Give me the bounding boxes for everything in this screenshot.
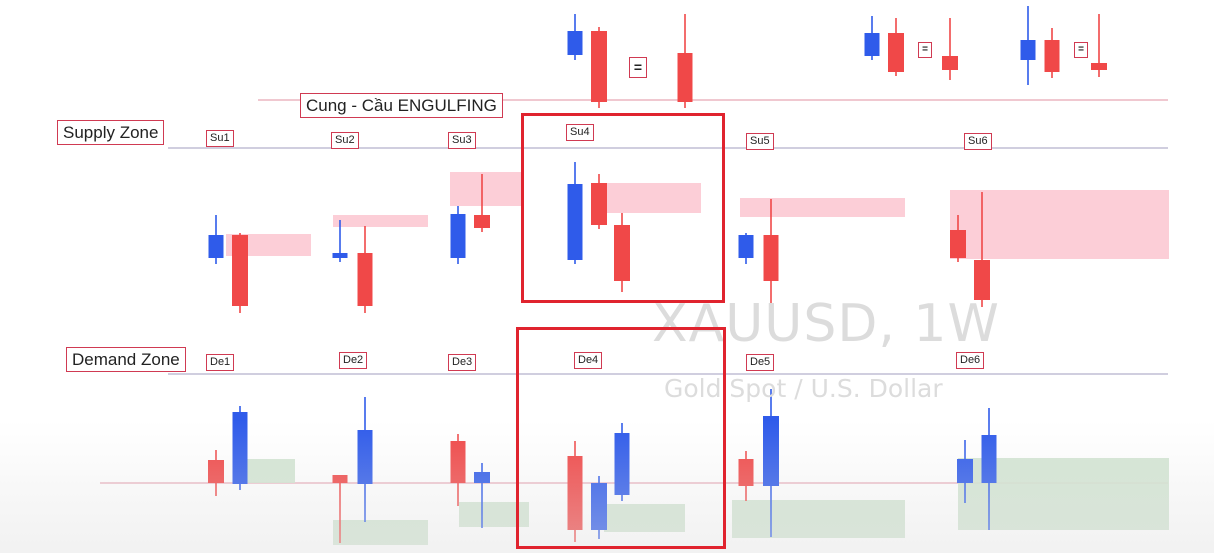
supply-zone-box bbox=[333, 215, 428, 227]
marker-de5: De5 bbox=[746, 354, 775, 371]
bearish-candle-body bbox=[232, 235, 248, 306]
marker-de2: De2 bbox=[339, 352, 368, 369]
bearish-candle-body bbox=[614, 225, 630, 281]
marker-de3: De3 bbox=[448, 354, 477, 371]
bearish-candle-body bbox=[474, 215, 490, 228]
marker-su5: Su5 bbox=[746, 133, 774, 150]
equals-sign-small: = bbox=[1074, 42, 1088, 58]
supply-zone-label: Supply Zone bbox=[57, 120, 165, 145]
marker-su4: Su4 bbox=[566, 124, 594, 141]
bullish-candle-body bbox=[450, 214, 466, 258]
watermark-description: Gold Spot / U.S. Dollar bbox=[664, 374, 943, 403]
equals-sign-small: = bbox=[918, 42, 932, 58]
bullish-candle-body bbox=[957, 459, 973, 483]
demand-zone-box bbox=[732, 500, 905, 538]
supply-zone-box bbox=[604, 183, 701, 213]
bullish-candle-body bbox=[738, 235, 754, 258]
bullish-candle-body bbox=[1020, 40, 1036, 60]
bullish-candle-body bbox=[357, 430, 373, 484]
title-label: Cung - Cầu ENGULFING bbox=[300, 93, 503, 118]
bullish-candle-body bbox=[614, 433, 630, 495]
demand-zone-box bbox=[245, 459, 295, 483]
marker-su3: Su3 bbox=[448, 132, 476, 149]
bearish-candle-body bbox=[332, 475, 348, 483]
marker-su1: Su1 bbox=[206, 130, 234, 147]
bullish-candle-body bbox=[763, 416, 779, 486]
bearish-candle-body bbox=[950, 230, 966, 258]
bearish-candle-body bbox=[591, 183, 607, 225]
bullish-candle-body bbox=[567, 184, 583, 260]
demand-zone-label: Demand Zone bbox=[66, 347, 186, 372]
equals-sign: = bbox=[629, 57, 647, 78]
bearish-candle-body bbox=[357, 253, 373, 306]
bearish-candle-body bbox=[763, 235, 779, 281]
bullish-candle-body bbox=[981, 435, 997, 483]
bearish-candle-body bbox=[567, 456, 583, 530]
bearish-candle-body bbox=[208, 460, 224, 483]
bullish-candle-body bbox=[591, 483, 607, 530]
supply-zone-box bbox=[740, 198, 905, 217]
highlight-frame-demand bbox=[516, 327, 726, 549]
bullish-candle-body bbox=[864, 33, 880, 56]
bearish-candle-body bbox=[677, 53, 693, 102]
marker-de6: De6 bbox=[956, 352, 985, 369]
bearish-candle-body bbox=[1044, 40, 1060, 72]
bearish-candle-body bbox=[1091, 63, 1107, 70]
bearish-candle-body bbox=[974, 260, 990, 300]
demand-zone-box bbox=[604, 504, 685, 532]
bullish-candle-body bbox=[332, 253, 348, 258]
supply-zone-box bbox=[450, 172, 522, 206]
bearish-candle-body bbox=[888, 33, 904, 72]
bullish-candle-body bbox=[567, 31, 583, 55]
watermark-symbol: XAUUSD, 1W bbox=[652, 294, 1000, 354]
bearish-candle-body bbox=[942, 56, 958, 70]
marker-su6: Su6 bbox=[964, 133, 992, 150]
bullish-candle-body bbox=[474, 472, 490, 483]
marker-de4: De4 bbox=[574, 352, 603, 369]
bearish-candle-body bbox=[591, 31, 607, 102]
marker-su2: Su2 bbox=[331, 132, 359, 149]
supply-zone-box bbox=[950, 190, 1169, 259]
highlight-frame-supply bbox=[521, 113, 725, 303]
bearish-candle-body bbox=[738, 459, 754, 486]
bullish-candle-body bbox=[208, 235, 224, 258]
bullish-candle-body bbox=[232, 412, 248, 484]
marker-de1: De1 bbox=[206, 354, 235, 371]
demand-zone-box bbox=[333, 520, 428, 545]
bearish-candle-body bbox=[450, 441, 466, 483]
